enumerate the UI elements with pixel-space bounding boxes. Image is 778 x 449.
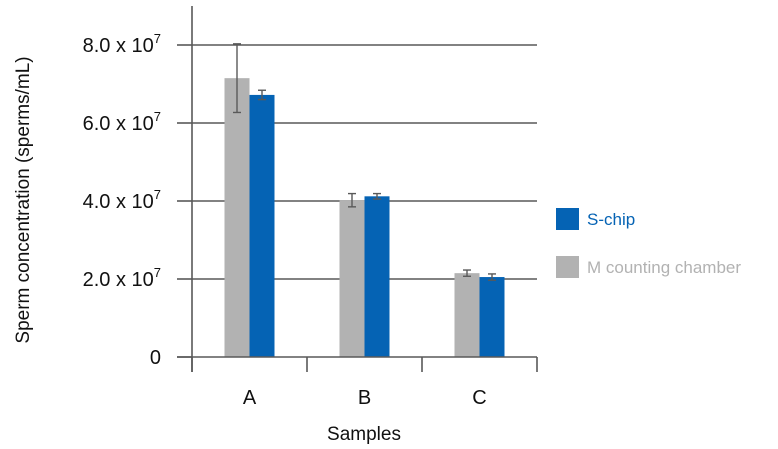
legend-swatch bbox=[556, 256, 579, 278]
bar-s-chip-B bbox=[364, 196, 390, 357]
bar-m-counting-chamber-C bbox=[454, 273, 480, 357]
y-axis-title: Sperm concentration (sperms/mL) bbox=[13, 56, 34, 343]
bars bbox=[224, 43, 505, 358]
legend-label: S-chip bbox=[587, 210, 635, 229]
legend-swatch bbox=[556, 208, 579, 230]
y-tick-label: 6.0 x 107 bbox=[83, 109, 161, 135]
legend: S-chip M counting chamber bbox=[556, 208, 741, 278]
axes bbox=[177, 6, 538, 372]
bar-m-counting-chamber-B bbox=[339, 200, 365, 357]
bar-s-chip-A bbox=[249, 94, 275, 358]
x-axis-title: Samples bbox=[327, 424, 401, 445]
legend-label: M counting chamber bbox=[587, 258, 741, 277]
y-tick-label: 8.0 x 107 bbox=[83, 31, 161, 57]
y-tick-label: 0 bbox=[150, 347, 161, 369]
bar-s-chip-C bbox=[479, 277, 505, 357]
y-tick-label: 4.0 x 107 bbox=[83, 187, 161, 213]
y-tick-label: 2.0 x 107 bbox=[83, 265, 161, 291]
bar-m-counting-chamber-A bbox=[224, 78, 250, 358]
x-tick-label: A bbox=[243, 387, 257, 409]
y-tick-labels: 0 2.0 x 107 4.0 x 107 6.0 x 107 8.0 x 107 bbox=[83, 31, 161, 369]
x-tick-label: C bbox=[472, 387, 486, 409]
x-tick-labels: A B C bbox=[243, 387, 487, 409]
x-tick-label: B bbox=[358, 387, 371, 409]
